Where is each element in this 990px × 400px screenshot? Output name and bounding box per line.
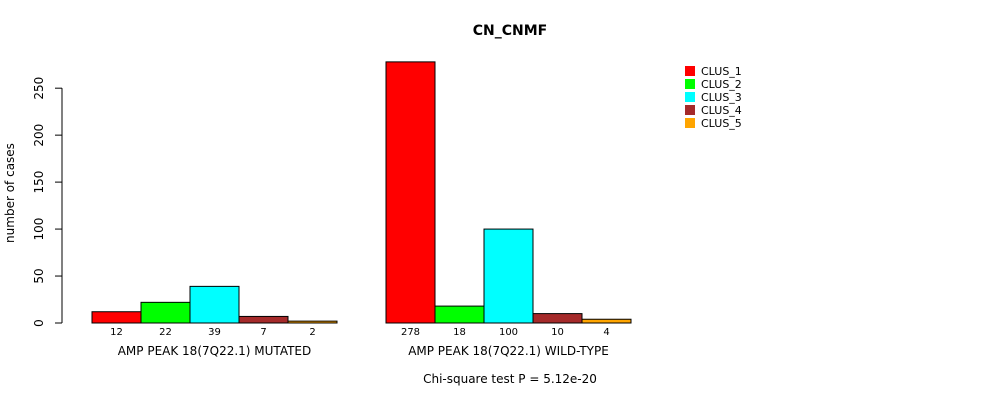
bar-clus-5 [581, 318, 632, 324]
legend-label: CLUS_3 [701, 91, 742, 104]
chi-square-footnote: Chi-square test P = 5.12e-20 [423, 372, 597, 386]
y-tick-label: 250 [32, 77, 46, 100]
bar-value-label: 18 [453, 327, 466, 338]
bar-clus-5 [287, 320, 338, 324]
y-tick-label: 200 [32, 124, 46, 147]
bar-clus-2 [140, 301, 191, 324]
bar-clus-4 [532, 313, 583, 324]
legend-label: CLUS_4 [701, 104, 742, 117]
group-label: AMP PEAK 18(7Q22.1) MUTATED [118, 344, 312, 358]
y-tick-label: 100 [32, 218, 46, 241]
bar-value-label: 4 [603, 327, 609, 338]
legend-label: CLUS_5 [701, 117, 742, 130]
legend-swatch [685, 66, 695, 76]
y-tick-label: 0 [32, 319, 46, 327]
legend-swatch [685, 118, 695, 128]
bar-clus-3 [483, 228, 534, 324]
y-tick-label: 50 [32, 268, 46, 283]
bar-clus-2 [434, 305, 485, 324]
bar-value-label: 39 [208, 327, 221, 338]
group-label: AMP PEAK 18(7Q22.1) WILD-TYPE [408, 344, 609, 358]
bar-value-label: 22 [159, 327, 172, 338]
bar-value-label: 7 [260, 327, 266, 338]
chart-title: CN_CNMF [473, 23, 547, 39]
legend-label: CLUS_2 [701, 78, 742, 91]
bar-clus-3 [189, 285, 240, 324]
legend-label: CLUS_1 [701, 65, 742, 78]
bar-value-label: 100 [499, 327, 518, 338]
bars [91, 61, 632, 324]
legend-swatch [685, 79, 695, 89]
bar-value-label: 2 [309, 327, 315, 338]
bar-value-label: 10 [551, 327, 564, 338]
bar-value-label: 278 [401, 327, 420, 338]
y-axis: 0 50 100 150 200 250 [32, 77, 63, 327]
group-labels: 12 22 39 7 2 AMP PEAK 18(7Q22.1) MUTATED 278 18… [110, 327, 610, 358]
bar-clus-1 [385, 61, 436, 324]
y-tick-label: 150 [32, 171, 46, 194]
legend-swatch [685, 92, 695, 102]
y-axis-label: number of cases [3, 143, 17, 243]
bar-clus-4 [238, 315, 289, 324]
bar-value-label: 12 [110, 327, 123, 338]
legend-swatch [685, 105, 695, 115]
bar-clus-1 [91, 311, 142, 324]
